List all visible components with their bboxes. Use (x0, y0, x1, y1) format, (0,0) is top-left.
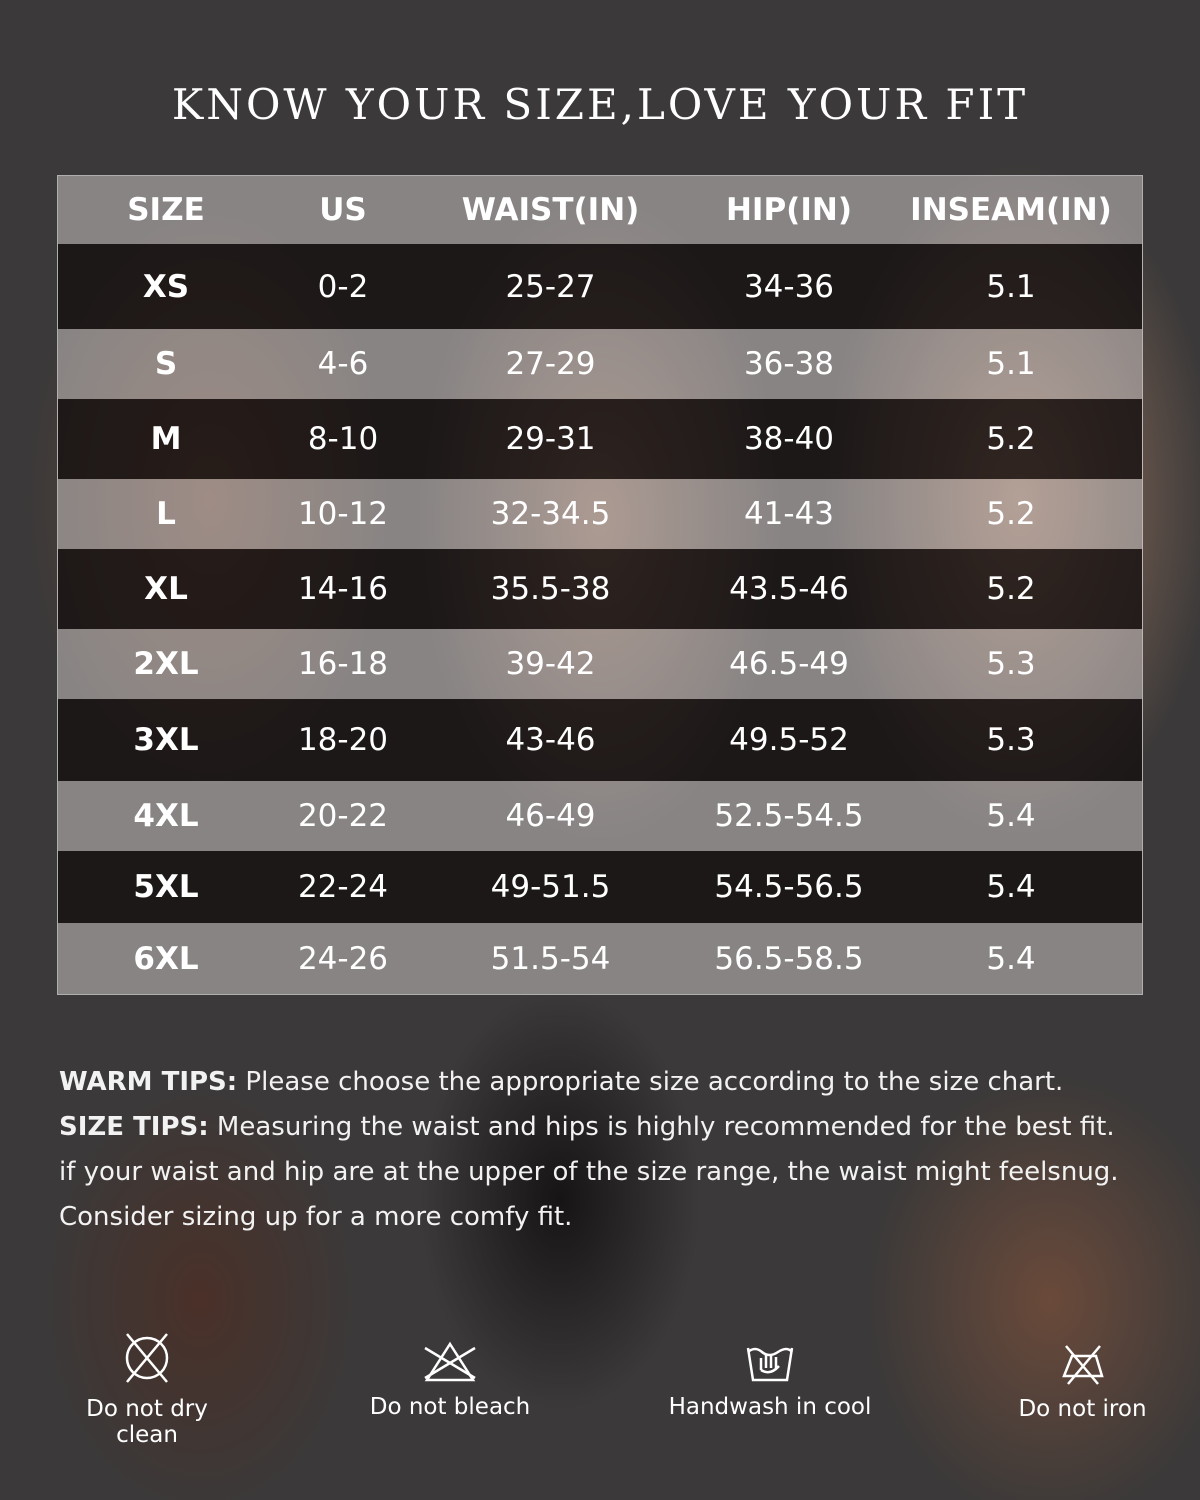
header-cell: SIZE (127, 192, 205, 228)
table-cell: S (154, 346, 178, 382)
table-cell: 52.5-54.5 (714, 798, 864, 834)
table-cell: 43-46 (505, 722, 596, 758)
table-cell: 49.5-52 (729, 722, 849, 758)
table-cell: 29-31 (505, 421, 596, 457)
care-label: Do not iron (1018, 1396, 1147, 1422)
table-cell: 25-27 (505, 268, 596, 305)
table-row: 6XL 24-26 51.5-54 56.5-58.5 5.4 (58, 923, 1142, 994)
table-cell: 14-16 (297, 571, 389, 607)
table-row: S 4-6 27-29 36-38 5.1 (58, 329, 1142, 399)
table-cell: 34-36 (743, 268, 835, 305)
header-cell: INSEAM(IN) (910, 192, 1112, 228)
table-cell: M (150, 421, 182, 457)
table-cell: 20-22 (297, 798, 389, 834)
size-chart-table: SIZE US WAIST(IN) HIP(IN) INSEAM(IN) XS 0… (57, 175, 1143, 995)
table-cell: 39-42 (505, 646, 596, 682)
table-cell: 5.2 (986, 421, 1036, 457)
care-label: Do not bleach (369, 1394, 531, 1420)
table-cell: 5.1 (986, 268, 1036, 305)
table-cell: 24-26 (297, 940, 389, 977)
header-cell: WAIST(IN) (461, 192, 640, 228)
table-cell: 35.5-38 (490, 571, 611, 607)
table-cell: XS (142, 268, 190, 305)
table-cell: 49-51.5 (490, 869, 611, 905)
table-cell: 0-2 (317, 268, 369, 305)
table-row: XL 14-16 35.5-38 43.5-46 5.2 (58, 549, 1142, 629)
table-cell: 41-43 (743, 496, 835, 532)
table-cell: 16-18 (297, 646, 389, 682)
tips-line: if your waist and hip are at the upper o… (59, 1157, 1119, 1187)
table-cell: 5.1 (986, 346, 1036, 382)
table-cell: 10-12 (297, 496, 389, 532)
size-tips-label: SIZE TIPS: (59, 1112, 209, 1142)
table-row: M 8-10 29-31 38-40 5.2 (58, 399, 1142, 479)
no-dry-clean-icon (125, 1333, 169, 1383)
table-cell: 46.5-49 (729, 646, 849, 682)
header-cell: HIP(IN) (725, 192, 852, 228)
table-cell: 46-49 (505, 798, 596, 834)
no-bleach-icon (424, 1341, 476, 1382)
care-no-dry-clean: Do not dry clean (52, 1330, 242, 1448)
table-cell: 5.3 (986, 722, 1036, 758)
handwash-icon (746, 1347, 794, 1382)
care-label: Handwash in cool (668, 1394, 872, 1420)
table-cell: 5.2 (986, 496, 1036, 532)
header-cell: US (319, 192, 367, 228)
care-no-bleach: Do not bleach (360, 1340, 540, 1420)
tips-section: WARM TIPS: Please choose the appropriate… (59, 1060, 1159, 1240)
table-cell: 5.4 (986, 940, 1036, 977)
warm-tips-label: WARM TIPS: (59, 1067, 238, 1097)
table-cell: 5.4 (986, 869, 1036, 905)
care-label: Do not dry clean (86, 1396, 208, 1448)
table-cell: 56.5-58.5 (714, 940, 864, 977)
table-cell: 27-29 (505, 346, 596, 382)
size-tips-text: Measuring the waist and hips is highly r… (208, 1112, 1115, 1142)
table-cell: L (156, 496, 176, 532)
tips-line: Consider sizing up for a more comfy fit. (59, 1202, 573, 1232)
table-cell: XL (144, 571, 188, 607)
table-cell: 32-34.5 (490, 496, 611, 532)
table-cell: 4-6 (317, 346, 369, 382)
table-cell: 54.5-56.5 (714, 869, 864, 905)
table-cell: 3XL (133, 722, 199, 758)
table-row: XS 0-2 25-27 34-36 5.1 (58, 244, 1142, 329)
table-cell: 6XL (133, 940, 199, 977)
table-header: SIZE US WAIST(IN) HIP(IN) INSEAM(IN) (58, 176, 1142, 244)
care-handwash: Handwash in cool (665, 1342, 875, 1420)
table-cell: 5.4 (986, 798, 1036, 834)
table-row: 3XL 18-20 43-46 49.5-52 5.3 (58, 699, 1142, 781)
table-cell: 36-38 (743, 346, 835, 382)
table-row: 2XL 16-18 39-42 46.5-49 5.3 (58, 629, 1142, 699)
no-iron-icon (1061, 1345, 1104, 1385)
table-row: L 10-12 32-34.5 41-43 5.2 (58, 479, 1142, 549)
table-cell: 5.2 (986, 571, 1036, 607)
table-cell: 4XL (133, 798, 199, 834)
table-cell: 38-40 (743, 421, 835, 457)
table-cell: 5XL (133, 869, 199, 905)
table-cell: 5.3 (986, 646, 1036, 682)
table-cell: 22-24 (297, 869, 389, 905)
table-cell: 2XL (133, 646, 199, 682)
warm-tips-text: Please choose the appropriate size accor… (237, 1067, 1064, 1097)
table-cell: 18-20 (297, 722, 389, 758)
table-row: 4XL 20-22 46-49 52.5-54.5 5.4 (58, 781, 1142, 851)
table-cell: 8-10 (307, 421, 379, 457)
table-cell: 51.5-54 (490, 940, 611, 977)
table-cell: 43.5-46 (729, 571, 849, 607)
page-title: KNOW YOUR SIZE,LOVE YOUR FIT (171, 80, 1029, 129)
care-no-iron: Do not iron (1010, 1342, 1155, 1422)
table-row: 5XL 22-24 49-51.5 54.5-56.5 5.4 (58, 851, 1142, 923)
